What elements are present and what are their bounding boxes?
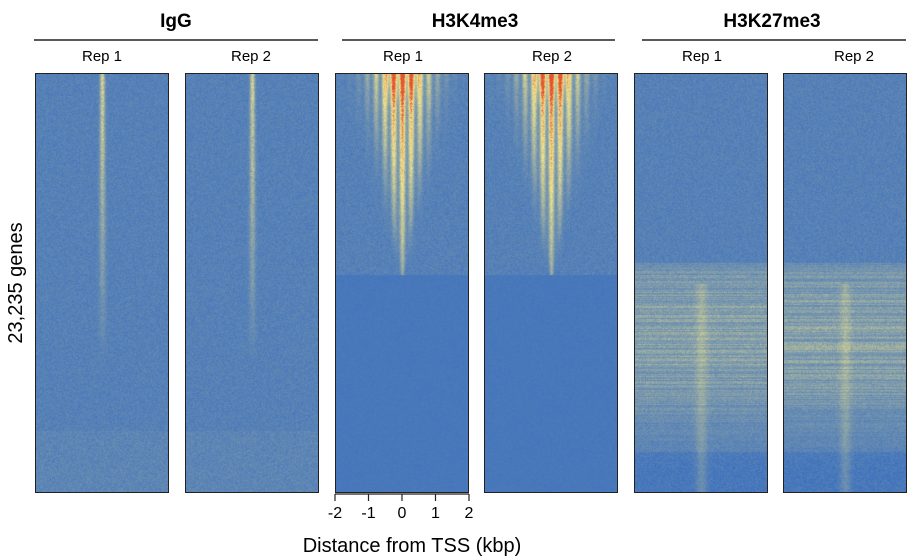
heatmap-igg-rep1 xyxy=(35,73,169,493)
panel-label-h3k27me3-rep1: Rep 1 xyxy=(682,48,722,65)
x-axis-label: Distance from TSS (kbp) xyxy=(303,535,522,557)
heatmap-h3k27me3-rep1 xyxy=(634,73,768,493)
heatmap-h3k27me3-rep2 xyxy=(783,73,907,493)
x-tick-label: 0 xyxy=(398,505,407,522)
group-title-h3k27me3: H3K27me3 xyxy=(723,11,820,32)
group-title-h3k4me3: H3K4me3 xyxy=(432,11,519,32)
x-tick-label: 1 xyxy=(431,505,440,522)
panel-label-igg-rep1: Rep 1 xyxy=(82,48,122,65)
heatmap-igg-rep2 xyxy=(185,73,319,493)
panel-label-h3k27me3-rep2: Rep 2 xyxy=(834,48,874,65)
heatmap-h3k4me3-rep2 xyxy=(484,73,618,493)
y-axis-label: 23,235 genes xyxy=(5,222,27,343)
x-tick-label: -1 xyxy=(361,505,375,522)
x-tick-label: 2 xyxy=(465,505,474,522)
panel-label-h3k4me3-rep1: Rep 1 xyxy=(383,48,423,65)
panel-label-igg-rep2: Rep 2 xyxy=(231,48,271,65)
group-title-igg: IgG xyxy=(160,11,192,32)
panel-label-h3k4me3-rep2: Rep 2 xyxy=(532,48,572,65)
x-axis: -2 -1 0 1 2 xyxy=(328,493,474,522)
heatmap-h3k4me3-rep1 xyxy=(335,73,469,493)
x-tick-label: -2 xyxy=(328,505,342,522)
